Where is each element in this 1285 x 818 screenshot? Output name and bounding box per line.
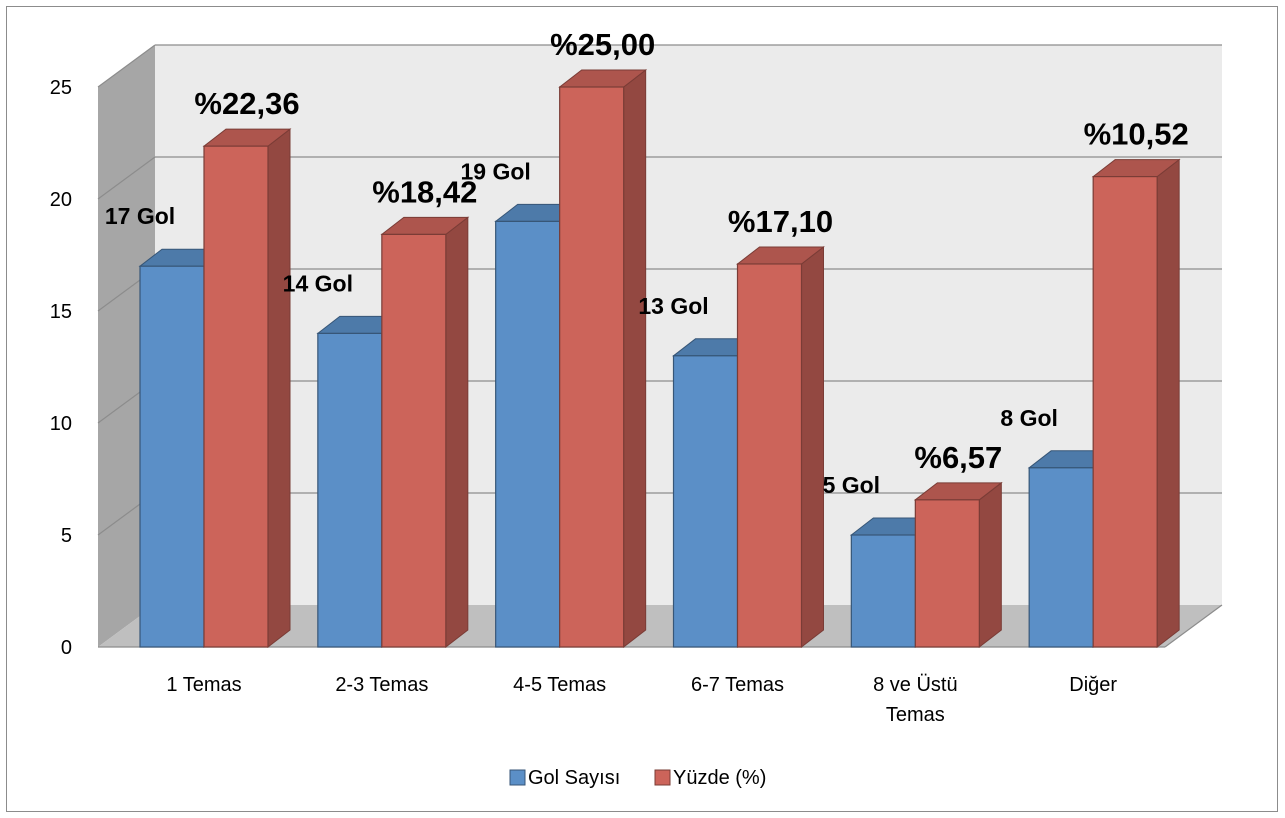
y-tick-label: 15 — [50, 301, 72, 323]
bars — [138, 68, 1181, 649]
data-label: 17 Gol — [105, 203, 175, 229]
x-axis-categories: 1 Temas 2-3 Temas 4-5 Temas 6-7 Temas 8 ve Ü… — [166, 674, 1117, 726]
bar-front — [1028, 467, 1094, 648]
bar-front — [139, 265, 205, 648]
legend: Gol Sayısı Yüzde (%) — [509, 767, 766, 789]
x-category-label: 2-3 Temas — [335, 674, 428, 696]
y-axis-ticks: 0 5 10 15 20 25 — [50, 77, 72, 659]
bar-front — [914, 499, 980, 648]
bar-front — [317, 332, 383, 648]
data-label: %10,52 — [1084, 117, 1189, 152]
bar-side — [623, 68, 647, 649]
gridline-diagonal — [97, 44, 156, 88]
x-category-label: 6-7 Temas — [691, 674, 784, 696]
x-category-label: 1 Temas — [166, 674, 241, 696]
y-tick-label: 25 — [50, 77, 72, 99]
data-label: 8 Gol — [1000, 405, 1058, 431]
legend-swatch — [509, 769, 526, 786]
legend-label: Gol Sayısı — [528, 767, 620, 789]
data-label: %22,36 — [194, 86, 299, 121]
data-label: 5 Gol — [823, 472, 881, 498]
bar — [558, 68, 648, 649]
bar — [380, 216, 470, 649]
legend-item: Gol Sayısı — [509, 767, 620, 789]
bar — [913, 481, 1003, 649]
bar-front — [559, 86, 625, 648]
data-label: 13 Gol — [638, 293, 708, 319]
data-label: 19 Gol — [461, 158, 531, 184]
bar-front — [1092, 176, 1158, 648]
bar-side — [978, 481, 1002, 649]
data-label: %6,57 — [914, 440, 1002, 475]
x-category-label: 8 ve Üstü — [873, 674, 957, 696]
x-category-label: 4-5 Temas — [513, 674, 606, 696]
y-tick-label: 0 — [61, 637, 72, 659]
data-label: %17,10 — [728, 204, 833, 239]
bar-side — [801, 245, 824, 649]
bar — [1091, 158, 1181, 649]
bar — [736, 245, 825, 649]
y-tick-label: 10 — [50, 413, 72, 435]
floor-side-edge — [1164, 604, 1223, 648]
legend-item: Yüzde (%) — [654, 767, 766, 789]
gridline-diagonal — [97, 156, 156, 200]
y-tick-label: 20 — [50, 189, 72, 211]
bar-front — [203, 145, 269, 648]
x-category-label: Diğer — [1069, 674, 1117, 696]
bar-side — [445, 216, 469, 649]
bar-front — [381, 233, 447, 648]
bar-side — [1156, 158, 1180, 649]
legend-label: Yüzde (%) — [673, 767, 766, 789]
bar-front — [850, 534, 916, 648]
x-category-label: Temas — [886, 704, 945, 726]
bar-side — [267, 128, 291, 649]
data-label: %25,00 — [550, 27, 655, 62]
bar-front — [495, 220, 561, 648]
legend-swatch — [654, 769, 671, 786]
bar-front — [672, 355, 739, 648]
data-label: 14 Gol — [283, 270, 353, 296]
y-tick-label: 5 — [61, 525, 72, 547]
data-label: %18,42 — [372, 174, 477, 209]
bar-front — [736, 263, 803, 648]
bar — [202, 128, 292, 649]
